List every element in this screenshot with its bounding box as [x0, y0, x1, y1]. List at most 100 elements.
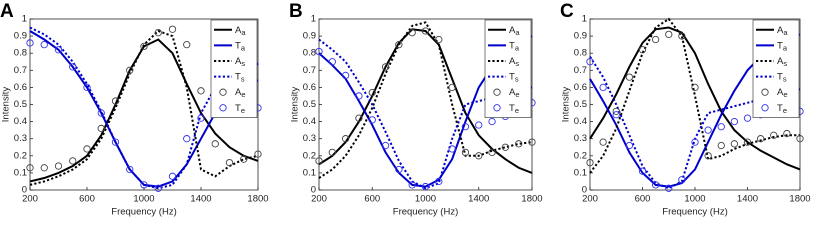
data-marker	[730, 140, 739, 148]
legend-label: Ta	[777, 40, 788, 52]
data-marker	[625, 141, 634, 150]
data-marker	[704, 126, 712, 134]
data-marker	[328, 148, 336, 157]
x-tick-label: 1000	[133, 194, 154, 205]
data-marker	[168, 172, 177, 180]
legend-label: Ae	[509, 87, 520, 99]
data-marker	[26, 39, 34, 47]
legend-label: Ae	[235, 87, 246, 99]
data-marker	[126, 165, 134, 174]
y-axis-label: Intensity	[290, 87, 301, 123]
legend-label: Ts	[509, 71, 519, 83]
legend-label: As	[235, 56, 245, 68]
y-tick-label: 0.6	[14, 82, 27, 93]
y-tick-label: 0	[22, 185, 27, 196]
data-marker	[183, 41, 191, 49]
legend-box	[210, 19, 258, 118]
y-tick-label: 0.6	[574, 82, 587, 93]
legend-label: Aa	[509, 24, 520, 36]
y-tick-label: 0.3	[574, 133, 587, 144]
legend-label: As	[509, 56, 519, 68]
figure: 0 0.1 0.2 0.3 0.4 0.5 0.6 0.7 0.8 0.9 1 200 600 1000 1…	[0, 1, 811, 218]
legend-label: Ts	[777, 71, 787, 83]
data-marker	[625, 73, 634, 81]
legend-label: Aa	[777, 24, 788, 36]
data-marker	[501, 143, 510, 151]
y-tick-label: 1	[582, 14, 587, 25]
legend-label: Te	[509, 102, 519, 114]
data-marker	[54, 162, 63, 170]
data-marker	[408, 181, 416, 189]
legend-label: Ta	[509, 40, 520, 52]
y-tick-label: 0.1	[14, 167, 27, 178]
legend-label: Te	[235, 102, 245, 114]
legend-marker	[493, 104, 501, 112]
panel-label: A	[0, 1, 14, 22]
legend-label: Ta	[235, 40, 246, 52]
x-tick-label: 1800	[521, 194, 542, 205]
data-marker	[435, 177, 443, 186]
x-axis-label: Frequency (Hz)	[393, 207, 458, 218]
y-tick-label: 0.4	[574, 116, 587, 127]
x-tick-label: 1000	[684, 194, 705, 205]
data-marker	[599, 83, 607, 92]
data-marker	[168, 25, 177, 33]
legend-marker	[761, 104, 769, 112]
data-marker	[586, 58, 594, 66]
data-marker	[69, 63, 77, 71]
data-marker	[69, 157, 77, 165]
data-marker	[475, 152, 483, 160]
data-marker	[154, 29, 162, 37]
data-line	[589, 17, 800, 174]
data-marker	[355, 92, 363, 100]
data-marker	[678, 32, 686, 40]
data-marker	[475, 121, 483, 129]
data-marker	[111, 138, 120, 146]
data-marker	[651, 35, 660, 44]
y-tick-label: 0	[582, 185, 587, 196]
data-marker	[612, 111, 620, 119]
data-marker	[341, 71, 350, 80]
y-tick-label: 0.2	[14, 150, 27, 161]
x-tick-label: 1800	[247, 194, 268, 205]
y-tick-label: 0.7	[303, 65, 316, 76]
data-marker	[691, 83, 699, 92]
data-marker	[368, 116, 376, 124]
legend-label: Ae	[777, 87, 788, 99]
x-tick-label: 600	[79, 194, 95, 205]
data-marker	[408, 29, 416, 37]
data-line	[589, 26, 801, 171]
panel-label: B	[289, 1, 303, 22]
data-marker	[783, 129, 791, 138]
data-marker	[26, 164, 34, 172]
y-tick-label: 0.5	[574, 99, 587, 110]
x-tick-label: 200	[582, 194, 598, 205]
x-axis-label: Frequency (Hz)	[111, 207, 176, 218]
data-marker	[488, 148, 496, 157]
panel-label: C	[560, 1, 574, 22]
y-tick-label: 0.3	[14, 133, 27, 144]
y-tick-label: 0.6	[303, 82, 316, 93]
data-marker	[730, 117, 739, 126]
data-marker	[743, 138, 752, 146]
data-line	[318, 28, 533, 174]
data-marker	[111, 97, 120, 105]
y-tick-label: 1	[22, 14, 27, 25]
data-marker	[368, 88, 376, 97]
y-tick-label: 0.8	[14, 48, 27, 59]
x-tick-label: 1400	[190, 194, 211, 205]
data-marker	[83, 145, 91, 153]
legend-marker	[761, 88, 769, 96]
x-axis-label: Frequency (Hz)	[662, 207, 727, 218]
data-marker	[154, 184, 162, 192]
y-tick-label: 0.7	[574, 65, 587, 76]
data-marker	[461, 148, 470, 157]
data-marker	[395, 41, 403, 49]
data-marker	[315, 47, 323, 56]
y-tick-label: 0.4	[14, 116, 27, 127]
y-tick-label: 0.9	[303, 31, 316, 42]
data-marker	[717, 123, 725, 131]
y-tick-label: 0.3	[303, 133, 316, 144]
y-tick-label: 1	[311, 14, 316, 25]
data-marker	[83, 83, 91, 92]
